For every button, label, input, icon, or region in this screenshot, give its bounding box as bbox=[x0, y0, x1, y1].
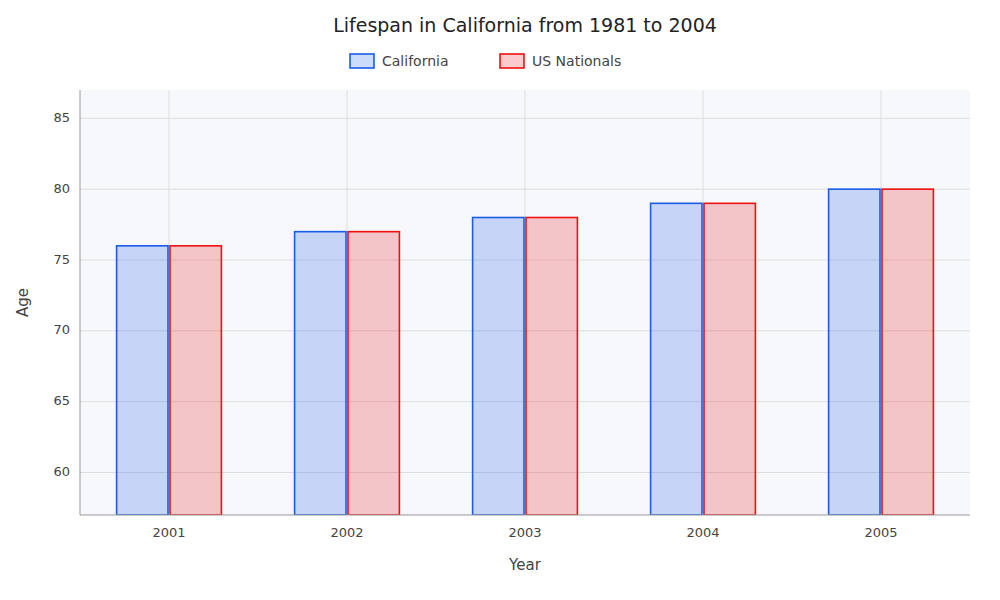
plot-background bbox=[80, 90, 970, 515]
legend-swatch bbox=[500, 54, 524, 68]
bar bbox=[882, 189, 933, 515]
x-tick-label: 2001 bbox=[152, 525, 185, 540]
x-tick-label: 2002 bbox=[330, 525, 363, 540]
y-tick-label: 85 bbox=[53, 110, 70, 125]
legend-swatch bbox=[350, 54, 374, 68]
grid bbox=[80, 90, 970, 515]
chart-svg: 60 65 70 75 80 85 2001 2002 2003 2004 2005 Lifespan… bbox=[0, 0, 1000, 600]
bars bbox=[117, 189, 934, 515]
bar bbox=[473, 218, 524, 516]
y-tick-label: 80 bbox=[53, 181, 70, 196]
y-tick-label: 60 bbox=[53, 464, 70, 479]
title: Lifespan in California from 1981 to 2004 bbox=[333, 14, 717, 36]
bar bbox=[829, 189, 880, 515]
bar bbox=[170, 246, 221, 515]
x-tick-label: 2003 bbox=[508, 525, 541, 540]
x-tick-label: 2004 bbox=[686, 525, 719, 540]
bar bbox=[117, 246, 168, 515]
chart-container: 60 65 70 75 80 85 2001 2002 2003 2004 2005 Lifespan… bbox=[0, 0, 1000, 600]
y-tick-label: 65 bbox=[53, 393, 70, 408]
bar bbox=[651, 203, 702, 515]
bar bbox=[295, 232, 346, 515]
x-axis-line bbox=[80, 515, 970, 516]
legend-label: US Nationals bbox=[532, 53, 621, 69]
x-axis-label: Year bbox=[508, 556, 542, 574]
bar bbox=[526, 218, 577, 516]
legend-label: California bbox=[382, 53, 448, 69]
x-tick-label: 2005 bbox=[864, 525, 897, 540]
y-axis-line bbox=[80, 90, 81, 515]
y-axis-label: Age bbox=[14, 288, 32, 317]
bar bbox=[704, 203, 755, 515]
bar bbox=[348, 232, 399, 515]
y-tick-label: 70 bbox=[53, 322, 70, 337]
y-tick-label: 75 bbox=[53, 252, 70, 267]
legend: California US Nationals bbox=[350, 53, 621, 69]
